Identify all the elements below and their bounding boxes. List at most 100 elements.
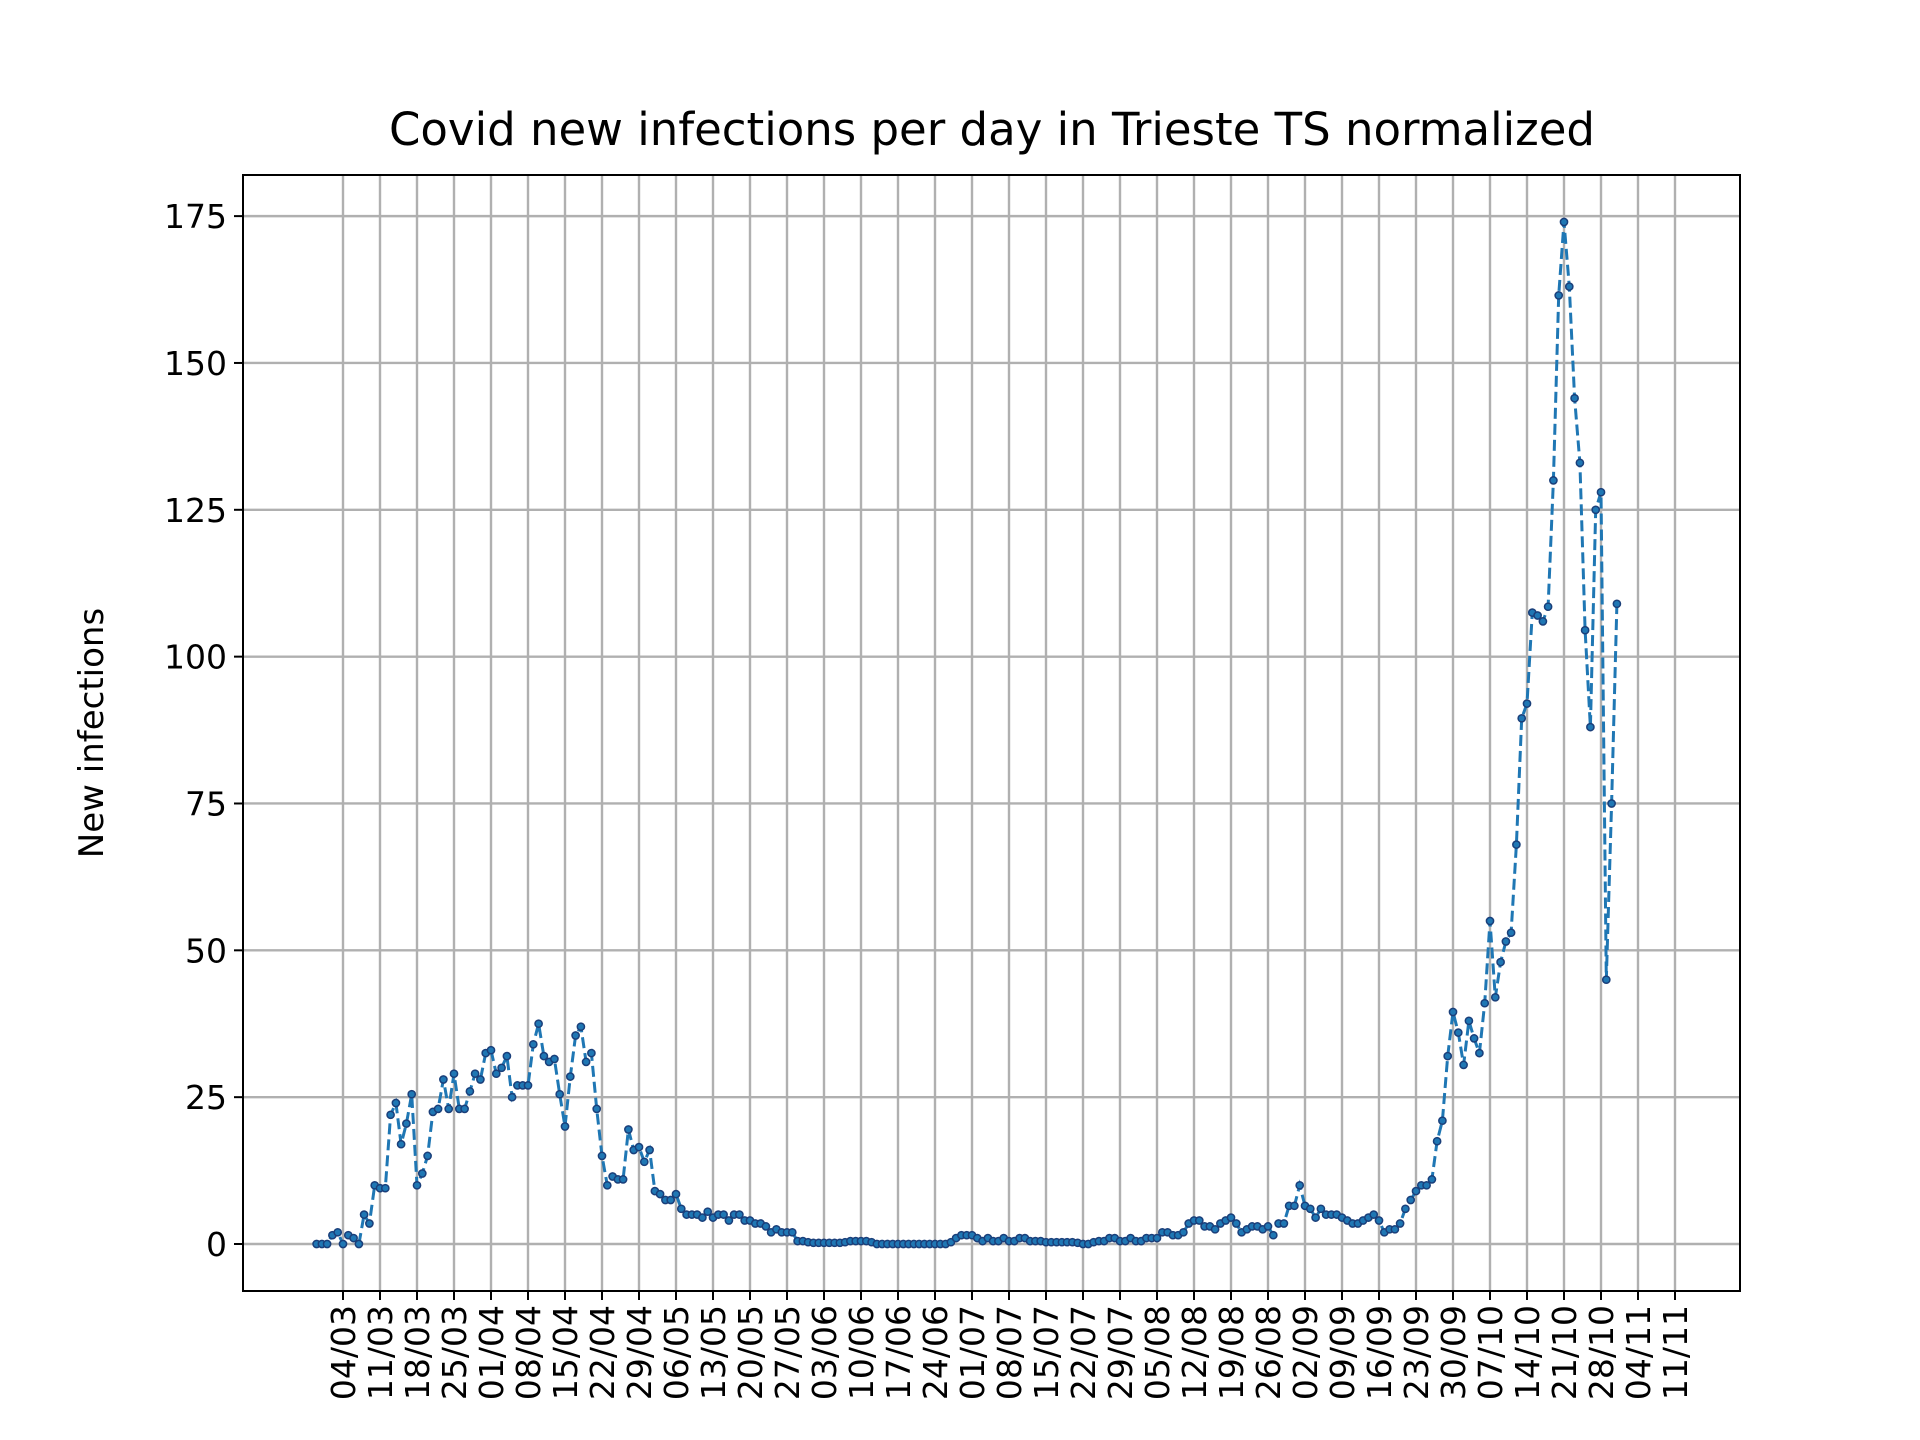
data-point	[671, 1189, 681, 1199]
data-point	[703, 1207, 713, 1217]
data-point	[624, 1125, 633, 1134]
data-point	[1226, 1213, 1236, 1222]
data-point	[1543, 602, 1553, 612]
data-point	[465, 1086, 475, 1096]
plot-frame	[242, 174, 1741, 1292]
data-point	[1374, 1216, 1384, 1225]
x-tick-label: 13/05	[694, 1305, 733, 1400]
data-point	[719, 1210, 728, 1219]
data-point	[1506, 928, 1516, 938]
data-point	[1490, 992, 1500, 1002]
data-point	[676, 1204, 686, 1214]
data-point	[1268, 1230, 1278, 1240]
data-point	[1564, 282, 1574, 291]
x-tick-label: 08/07	[990, 1305, 1029, 1400]
data-point	[1210, 1224, 1220, 1234]
x-tick-label: 27/05	[768, 1305, 807, 1400]
y-tick-label: 100	[164, 638, 227, 677]
data-point	[338, 1239, 348, 1249]
grid-lines	[243, 175, 1740, 1291]
x-tick-label: 14/10	[1508, 1305, 1547, 1400]
data-point	[449, 1069, 459, 1079]
data-point	[639, 1157, 649, 1167]
data-point	[528, 1039, 538, 1049]
data-point	[555, 1089, 565, 1099]
data-point	[1554, 291, 1564, 300]
data-point	[587, 1048, 596, 1058]
data-point	[1432, 1136, 1442, 1146]
data-point	[655, 1189, 665, 1199]
data-point	[1401, 1204, 1410, 1214]
data-point	[534, 1019, 543, 1029]
data-point	[433, 1104, 443, 1114]
data-point	[1549, 476, 1558, 485]
data-point	[1305, 1204, 1315, 1214]
x-tick-label: 29/04	[620, 1305, 659, 1400]
x-tick-label: 05/08	[1138, 1305, 1177, 1400]
data-point	[761, 1222, 771, 1231]
data-point	[1179, 1227, 1188, 1237]
data-point	[1575, 458, 1585, 468]
data-point	[1517, 713, 1527, 723]
data-point	[592, 1104, 602, 1114]
x-tick-label: 26/08	[1249, 1305, 1288, 1400]
data-point	[460, 1104, 469, 1114]
data-point	[735, 1210, 744, 1219]
y-tick-label: 0	[206, 1225, 227, 1264]
data-point	[491, 1069, 501, 1079]
data-point	[1453, 1028, 1463, 1037]
x-tick-label: 01/07	[953, 1305, 992, 1400]
data-point	[1311, 1213, 1320, 1222]
data-point	[402, 1119, 411, 1128]
data-point	[497, 1063, 506, 1073]
data-point	[502, 1051, 512, 1061]
y-tick-label: 150	[164, 344, 227, 383]
data-point	[523, 1081, 533, 1090]
data-point	[602, 1180, 612, 1190]
data-point	[1601, 975, 1611, 985]
data-point	[565, 1072, 575, 1081]
data-point	[1390, 1224, 1400, 1234]
data-point	[486, 1045, 496, 1055]
x-tick-label: 21/10	[1545, 1305, 1584, 1400]
x-tick-label: 22/04	[583, 1305, 622, 1400]
y-tick-label: 175	[164, 197, 227, 236]
y-tick-label: 25	[185, 1078, 227, 1117]
data-point	[1395, 1219, 1405, 1228]
x-tick-label: 15/04	[546, 1305, 585, 1400]
data-point	[571, 1031, 580, 1040]
axes: 025507510012515017504/0311/0318/0325/030…	[164, 197, 1695, 1400]
x-tick-label: 04/03	[324, 1305, 363, 1400]
data-point	[439, 1075, 448, 1084]
y-tick-label: 50	[185, 931, 227, 970]
data-point	[1607, 799, 1616, 808]
y-tick-label: 75	[185, 784, 227, 823]
x-tick-label: 09/09	[1323, 1305, 1362, 1400]
x-tick-label: 22/07	[1064, 1305, 1103, 1400]
x-tick-label: 11/03	[361, 1305, 400, 1400]
data-point	[645, 1145, 654, 1155]
x-tick-label: 24/06	[916, 1305, 955, 1400]
data-point	[1469, 1034, 1479, 1043]
data-point	[1533, 611, 1542, 620]
x-tick-label: 07/10	[1471, 1305, 1510, 1400]
data-point	[470, 1069, 480, 1079]
data-point	[1596, 487, 1606, 497]
data-point	[1570, 393, 1579, 403]
data-point	[1459, 1060, 1468, 1070]
data-point	[539, 1051, 549, 1061]
data-point	[407, 1089, 417, 1099]
data-point	[386, 1110, 395, 1120]
data-point	[787, 1227, 797, 1237]
data-point	[391, 1098, 401, 1108]
data-point	[1422, 1180, 1431, 1190]
data-point	[1411, 1186, 1421, 1196]
data-point	[550, 1054, 559, 1064]
data-point	[349, 1233, 358, 1243]
x-tick-label: 18/03	[398, 1305, 437, 1400]
x-tick-label: 25/03	[435, 1305, 474, 1400]
data-point	[666, 1195, 676, 1205]
x-tick-label: 02/09	[1286, 1305, 1325, 1400]
x-tick-label: 17/06	[879, 1305, 918, 1400]
data-point	[1448, 1007, 1458, 1017]
